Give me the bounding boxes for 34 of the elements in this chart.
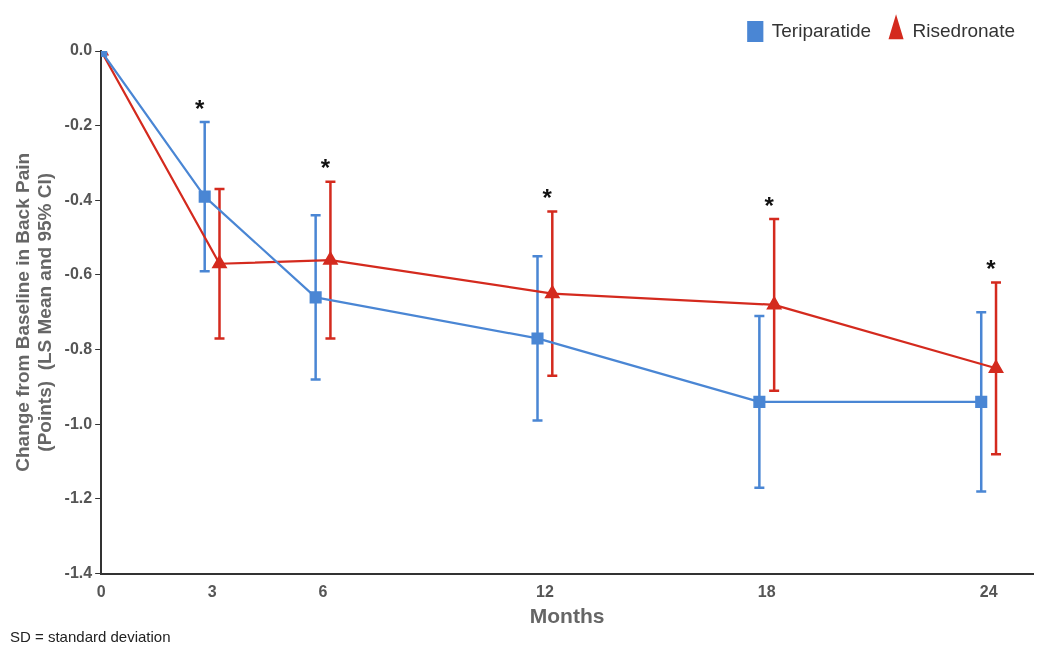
point [212,255,227,269]
x-tick-label: 3 [207,582,217,600]
annotation: * [986,255,997,283]
annotation: * [764,191,775,219]
point [309,291,322,304]
annotation: * [320,154,331,182]
y-tick-label: -0.4 [64,190,93,208]
y-tick-label: -0.6 [64,265,93,283]
point [323,251,338,265]
point [531,332,544,345]
y-tick-label: -0.8 [64,340,93,358]
x-axis-title: Months [529,604,605,628]
y-tick-label: -0.2 [64,116,93,134]
point [545,285,560,299]
point [988,360,1004,373]
x-tick-label: 12 [536,582,554,600]
y-tick-label: -1.4 [64,564,93,582]
y-tick-label: -1.2 [64,489,93,507]
text: SD = standard deviation [10,627,171,645]
x-tick-label: 6 [318,582,328,600]
annotation: * [542,184,553,212]
x-tick-label: 18 [757,582,776,600]
y-axis-title: Change from Baseline in Back Pain (Points) (LS Mean and 95% CI) [11,152,56,472]
point [753,395,766,408]
legend-label: Teriparatide [771,19,872,41]
point [198,190,211,203]
y-tick-label: 0.0 [69,41,93,59]
x-tick-label: 0 [96,582,106,600]
legend-label: Risedronate [912,19,1015,41]
point [975,395,988,408]
x-tick-label: 24 [979,582,998,600]
annotation: * [195,94,206,122]
y-tick-label: -1.0 [64,414,93,432]
point [767,296,782,310]
